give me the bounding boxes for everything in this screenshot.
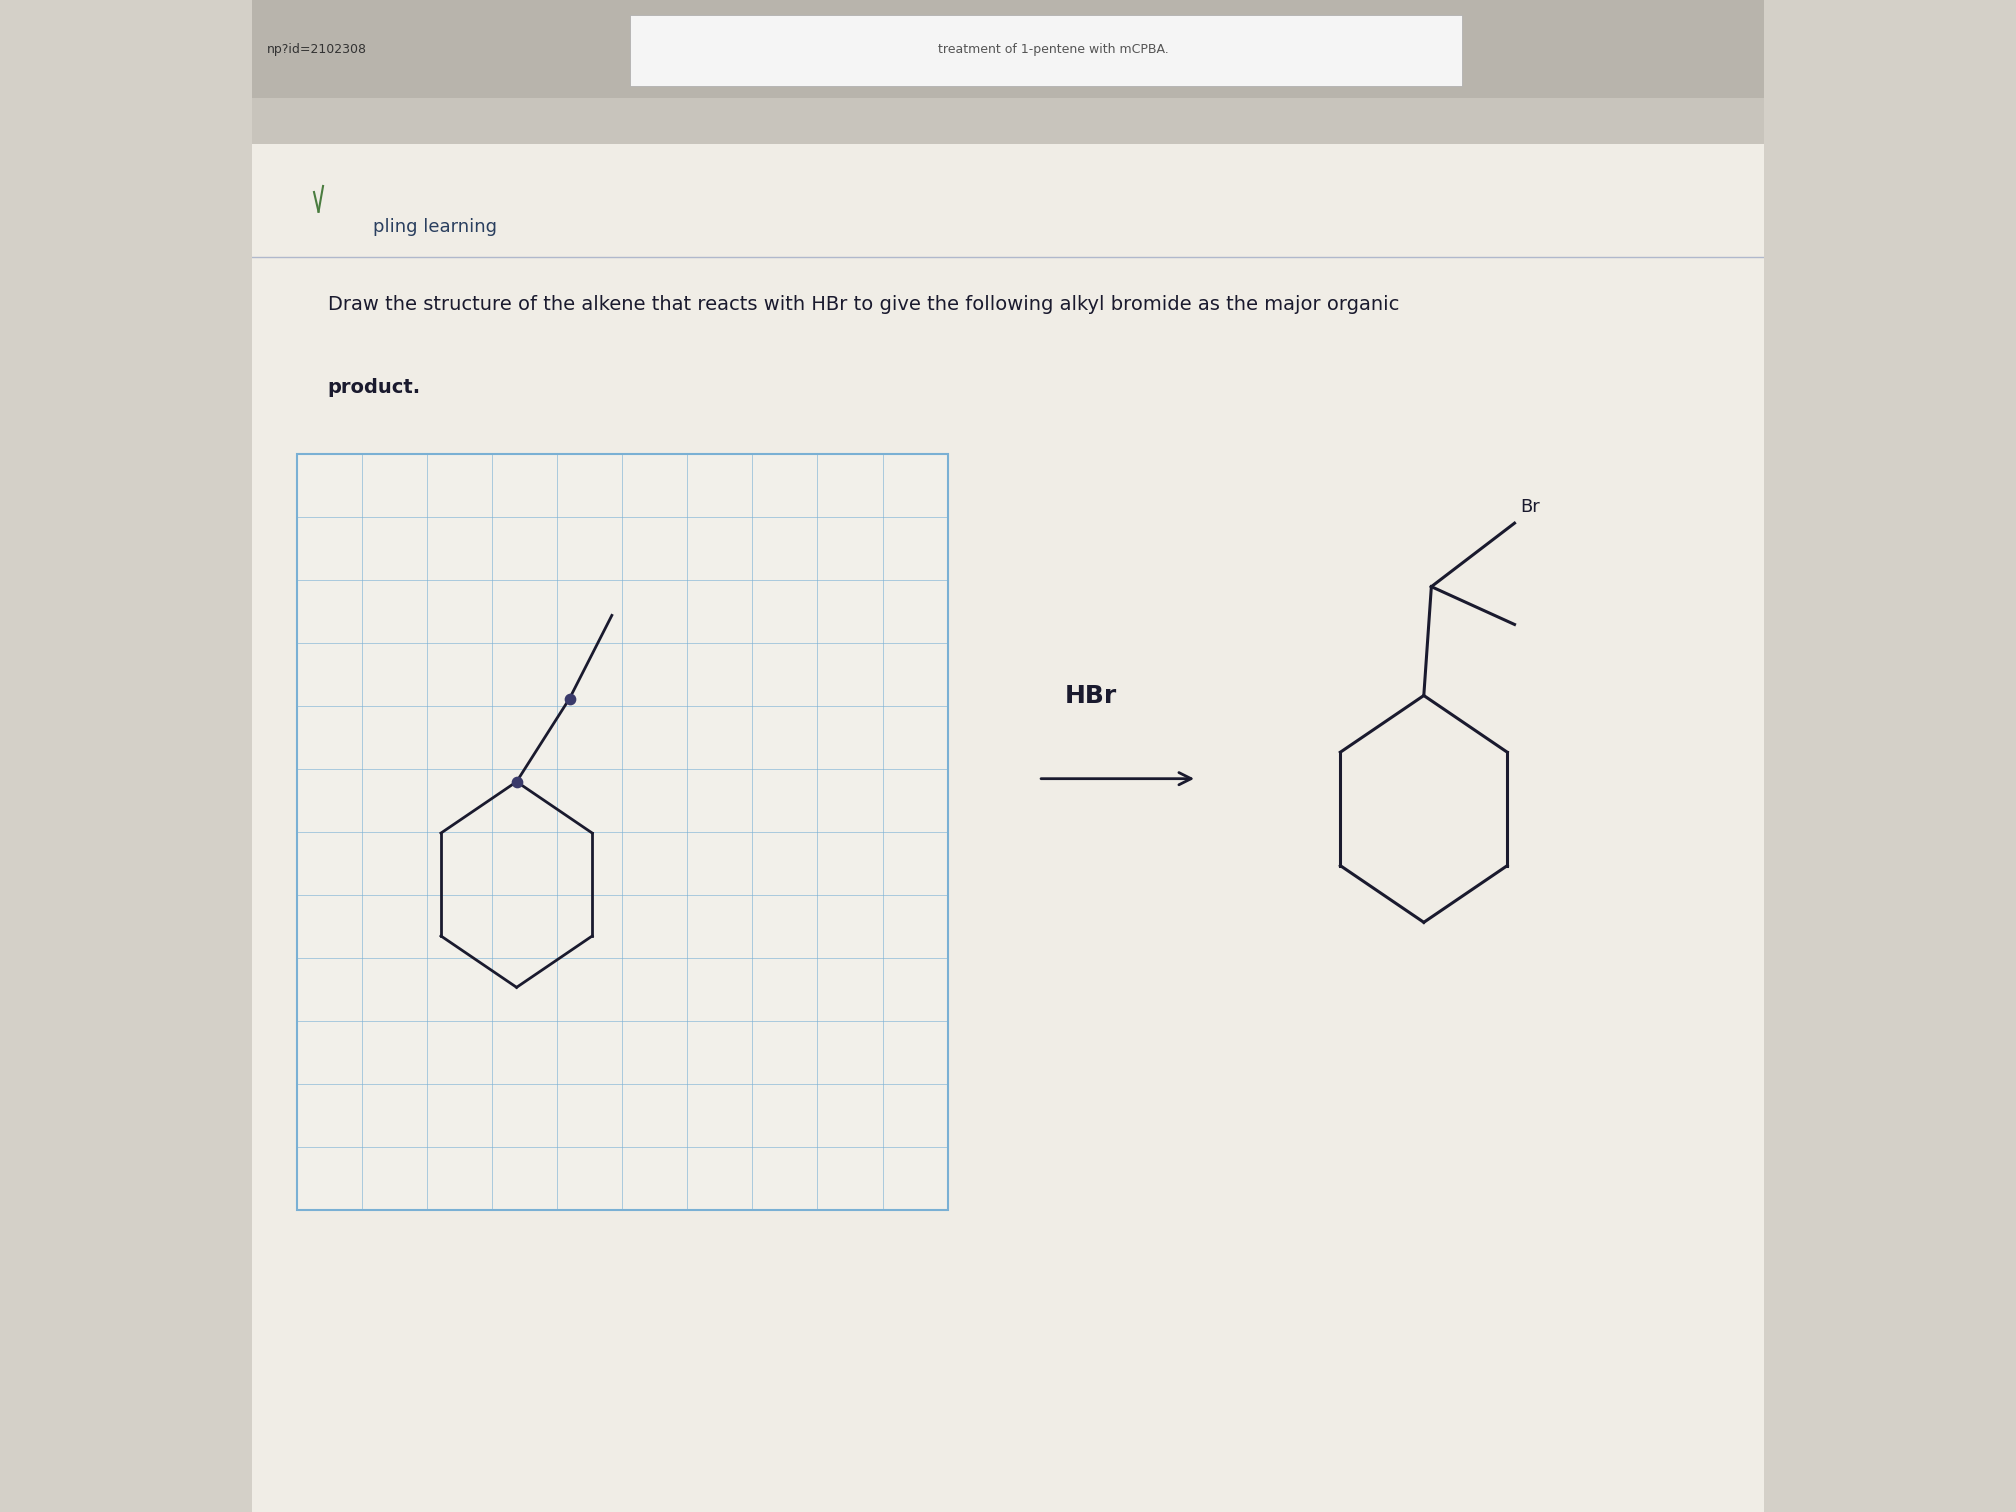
Text: HBr: HBr (1064, 683, 1117, 708)
Text: Draw the structure of the alkene that reacts with HBr to give the following alky: Draw the structure of the alkene that re… (327, 295, 1399, 314)
Bar (252, 98, 1764, 144)
Text: np?id=2102308: np?id=2102308 (266, 42, 367, 56)
Point (552, 686, 585, 711)
Bar (629, 15, 1462, 86)
Text: pling learning: pling learning (373, 218, 498, 236)
Text: Br: Br (1520, 497, 1540, 516)
Bar (298, 454, 948, 1210)
Text: treatment of 1-pentene with mCPBA.: treatment of 1-pentene with mCPBA. (937, 42, 1169, 56)
Bar (252, 0, 1764, 98)
Point (500, 770, 532, 794)
Text: product.: product. (327, 378, 421, 398)
